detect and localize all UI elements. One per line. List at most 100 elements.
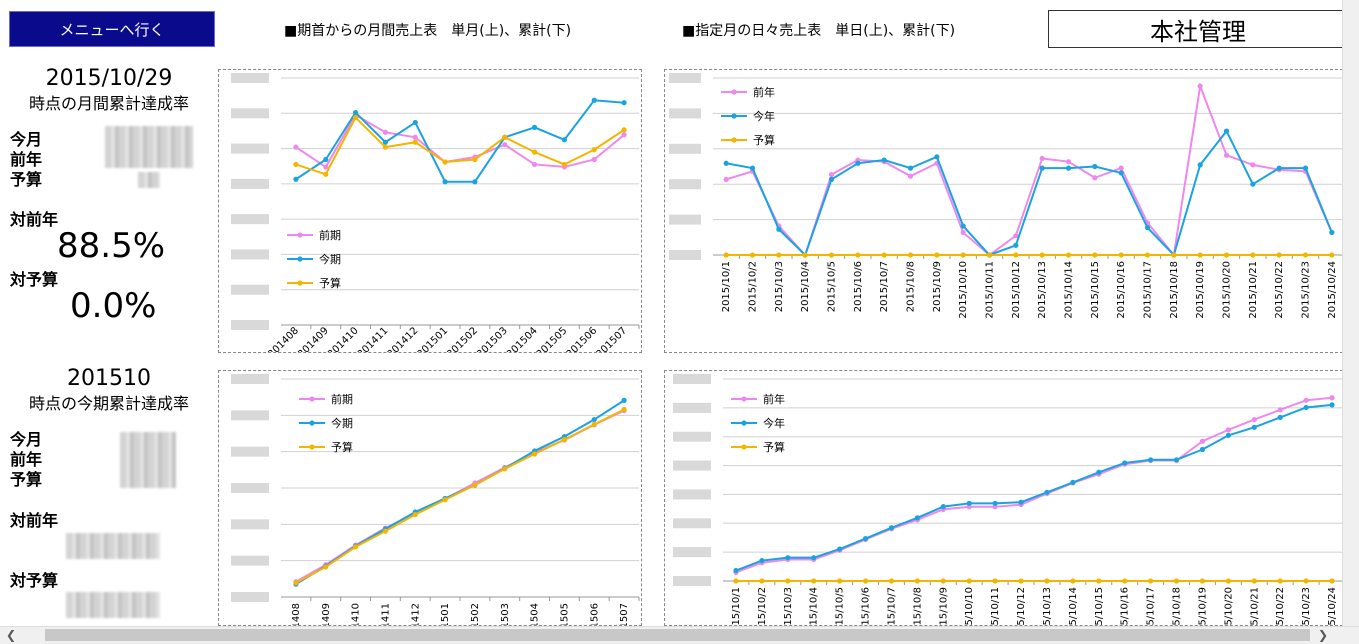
data-point — [759, 558, 765, 564]
x-tick-label: 201505 — [535, 325, 570, 352]
data-point — [837, 578, 843, 584]
data-point — [591, 97, 597, 103]
menu-button[interactable]: メニューへ行く — [9, 11, 215, 47]
legend-marker — [731, 137, 737, 143]
data-point — [855, 252, 861, 258]
data-point — [412, 119, 418, 126]
x-tick-label: 201501 — [440, 603, 451, 625]
x-tick-label: 201505 — [559, 603, 570, 625]
x-tick-label: 2015/10/2 — [757, 587, 768, 625]
data-point — [293, 580, 299, 586]
x-tick-label: 2015/10/11 — [990, 587, 1001, 625]
data-point — [1199, 578, 1206, 584]
data-point — [1065, 159, 1072, 165]
series-line — [295, 115, 625, 176]
data-point — [802, 252, 808, 258]
data-point — [472, 482, 478, 488]
data-point — [1122, 460, 1128, 466]
data-point — [723, 252, 729, 258]
series-line — [725, 82, 1333, 258]
data-point — [1223, 252, 1230, 258]
data-point — [828, 171, 835, 178]
data-point — [352, 544, 359, 550]
masked-tick-label — [231, 519, 269, 530]
x-tick-label: 2015/10/12 — [1011, 261, 1022, 319]
masked-tick-label — [231, 143, 269, 154]
masked-tick-label — [231, 108, 269, 119]
legend-label: 予算 — [319, 276, 341, 290]
x-tick-label: 2015/10/11 — [985, 261, 996, 319]
masked-tick-label — [231, 592, 269, 602]
data-point — [382, 139, 389, 145]
x-tick-label: 201408 — [266, 325, 301, 352]
data-point — [1197, 252, 1203, 258]
masked-tick-label — [673, 431, 711, 442]
row-label-budget: 予算 — [10, 170, 43, 189]
data-point — [749, 165, 756, 171]
data-point — [621, 100, 627, 106]
data-point — [442, 179, 448, 185]
scrollbar-thumb[interactable] — [45, 629, 1310, 641]
legend-marker — [741, 420, 747, 426]
daily-sales-title: ■指定月の日々売上表 単日(上)、累計(下) — [682, 23, 956, 39]
data-point — [723, 160, 729, 166]
data-point — [1223, 128, 1230, 134]
x-tick-label: 2015/10/8 — [912, 587, 923, 625]
daily-cumulative-chart[interactable]: 2015/10/1 2015/10/2 2015/10/3 2015/10/4 2015… — [664, 370, 1348, 626]
data-point — [502, 142, 508, 148]
data-point — [785, 578, 791, 584]
data-point — [1251, 578, 1257, 584]
data-point — [776, 252, 782, 258]
x-tick-label: 2015/10/23 — [1301, 587, 1312, 625]
x-tick-label: 2015/10/22 — [1275, 587, 1286, 625]
x-tick-label: 2015/10/2 — [748, 261, 759, 312]
scroll-left-icon[interactable]: ❮ — [6, 628, 17, 642]
data-point — [621, 127, 627, 133]
monthly-cumulative-chart[interactable]: 201408 201409 201410 201411 201412 201501 2015… — [218, 370, 642, 626]
x-tick-label: 2015/10/7 — [886, 587, 897, 625]
data-point — [1092, 163, 1098, 170]
legend-label: 前期 — [319, 228, 341, 242]
data-point — [837, 546, 843, 552]
x-tick-label: 2015/10/21 — [1249, 587, 1260, 625]
x-tick-label: 2015/10/13 — [1042, 587, 1053, 625]
data-point — [960, 252, 966, 258]
data-point — [382, 144, 389, 150]
vs-prev-label: 対前年 — [10, 210, 59, 229]
data-point — [1225, 578, 1231, 584]
data-point — [934, 154, 940, 160]
data-point — [759, 578, 765, 584]
x-tick-label: 2015/10/24 — [1327, 587, 1338, 625]
data-point — [412, 139, 418, 145]
data-point — [907, 252, 914, 258]
data-point — [966, 500, 972, 506]
data-point — [442, 497, 448, 503]
data-point — [1013, 233, 1019, 239]
vertical-scrollbar[interactable] — [1342, 0, 1359, 626]
masked-tick-label — [673, 489, 711, 500]
data-point — [960, 229, 966, 236]
x-tick-label: 201506 — [565, 325, 600, 352]
scroll-right-icon[interactable]: ❯ — [1318, 628, 1329, 642]
data-point — [621, 406, 627, 413]
data-point — [881, 157, 887, 163]
legend-marker — [309, 444, 315, 450]
masked-tick-label — [669, 179, 701, 190]
monthly-single-chart[interactable]: 201408 201409 201410 201411 201412 201501 2015… — [218, 69, 642, 353]
row-label-this-month: 今月 — [10, 130, 43, 149]
legend-label: 前年 — [753, 85, 775, 99]
data-point — [1039, 165, 1045, 171]
data-point — [412, 511, 418, 518]
data-point — [1250, 162, 1256, 168]
series-line — [295, 113, 625, 169]
data-point — [1013, 252, 1019, 258]
data-point — [1197, 162, 1203, 168]
daily-single-chart[interactable]: 2015/10/1 2015/10/2 2015/10/3 2015/10/4 2015… — [664, 69, 1348, 353]
data-point — [733, 578, 739, 584]
data-point — [934, 252, 940, 258]
data-point — [862, 578, 869, 584]
data-point — [293, 161, 299, 168]
series-line — [735, 403, 1333, 572]
data-point — [855, 160, 861, 166]
x-tick-label: 2015/10/7 — [879, 261, 890, 312]
